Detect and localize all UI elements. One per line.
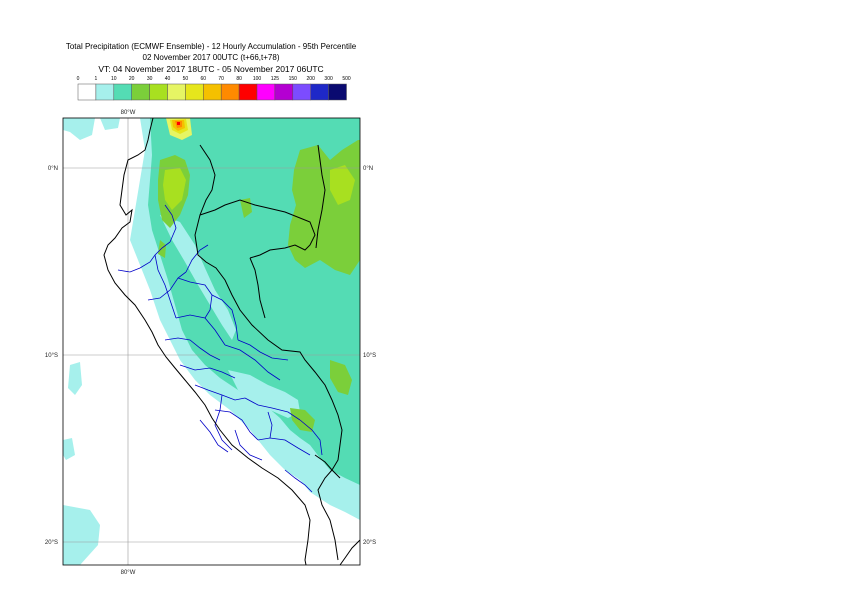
lon-label-top: 80°W (121, 110, 136, 116)
legend-tick-label: 20 (129, 76, 135, 82)
precip-field (63, 118, 360, 565)
lat-label-20-right: 20°S (363, 540, 376, 546)
legend-tick-label: 125 (271, 76, 280, 82)
legend-tick-label: 60 (201, 76, 207, 82)
coastline-borders (103, 118, 360, 565)
valid-time: VT: 04 November 2017 18UTC - 05 November… (98, 64, 324, 74)
legend-tick-label: 10 (111, 76, 117, 82)
axis-labels: 80°W 80°W 0°N 0°N 10°S 10°S 20°S 20°S (45, 110, 376, 576)
legend-tick-label: 40 (165, 76, 171, 82)
color-legend: 0 1 10 20 30 40 50 60 70 80 100 125 150 200 300 500 (77, 76, 351, 101)
admin-boundaries (117, 204, 323, 493)
legend-tick-label: 150 (289, 76, 298, 82)
lat-label-0-left: 0°N (48, 166, 58, 172)
chart-title: Total Precipitation (ECMWF Ensemble) - 1… (65, 42, 357, 51)
lat-label-10-right: 10°S (363, 353, 376, 359)
legend-tick-label: 0 (77, 76, 80, 82)
legend-tick-label: 70 (218, 76, 224, 82)
lat-label-10-left: 10°S (45, 353, 58, 359)
legend-tick-label: 300 (324, 76, 333, 82)
legend-tick-label: 1 (95, 76, 98, 82)
lon-label-bottom: 80°W (121, 570, 136, 576)
legend-labels: 0 1 10 20 30 40 50 60 70 80 100 125 150 200 300 500 (77, 76, 351, 82)
legend-boxes (77, 83, 347, 101)
map-border (62, 117, 361, 566)
base-time: 02 November 2017 00UTC (t+66,t+78) (142, 53, 280, 62)
legend-swatch (328, 83, 347, 101)
lat-label-20-left: 20°S (45, 540, 58, 546)
legend-tick-label: 200 (307, 76, 316, 82)
lat-label-0-right: 0°N (363, 166, 373, 172)
legend-tick-label: 80 (236, 76, 242, 82)
legend-tick-label: 30 (147, 76, 153, 82)
legend-tick-label: 500 (342, 76, 351, 82)
gridlines (63, 118, 360, 565)
legend-tick-label: 50 (183, 76, 189, 82)
legend-tick-label: 100 (253, 76, 262, 82)
